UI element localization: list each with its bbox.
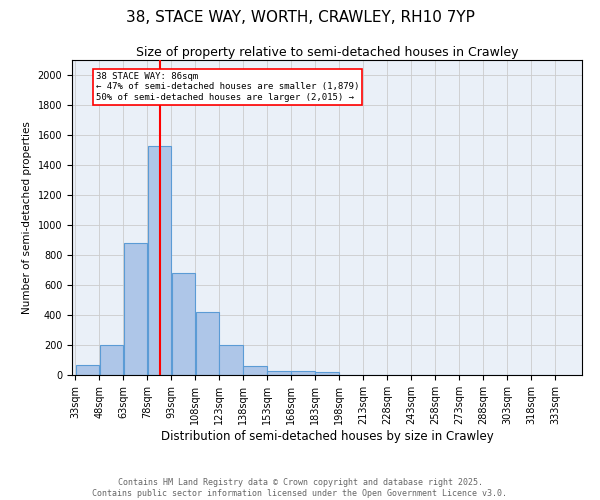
Bar xyxy=(124,243,147,375)
Bar xyxy=(292,371,314,375)
Bar xyxy=(100,345,123,375)
Bar xyxy=(196,312,218,375)
Text: Contains HM Land Registry data © Crown copyright and database right 2025.
Contai: Contains HM Land Registry data © Crown c… xyxy=(92,478,508,498)
Text: 38 STACE WAY: 86sqm
← 47% of semi-detached houses are smaller (1,879)
50% of sem: 38 STACE WAY: 86sqm ← 47% of semi-detach… xyxy=(96,72,359,102)
Bar xyxy=(76,364,99,375)
Bar xyxy=(316,372,338,375)
Bar xyxy=(244,366,266,375)
Bar xyxy=(172,273,195,375)
X-axis label: Distribution of semi-detached houses by size in Crawley: Distribution of semi-detached houses by … xyxy=(161,430,493,442)
Bar xyxy=(268,370,290,375)
Title: Size of property relative to semi-detached houses in Crawley: Size of property relative to semi-detach… xyxy=(136,46,518,59)
Text: 38, STACE WAY, WORTH, CRAWLEY, RH10 7YP: 38, STACE WAY, WORTH, CRAWLEY, RH10 7YP xyxy=(125,10,475,25)
Y-axis label: Number of semi-detached properties: Number of semi-detached properties xyxy=(22,121,32,314)
Bar xyxy=(220,345,242,375)
Bar xyxy=(148,146,171,375)
